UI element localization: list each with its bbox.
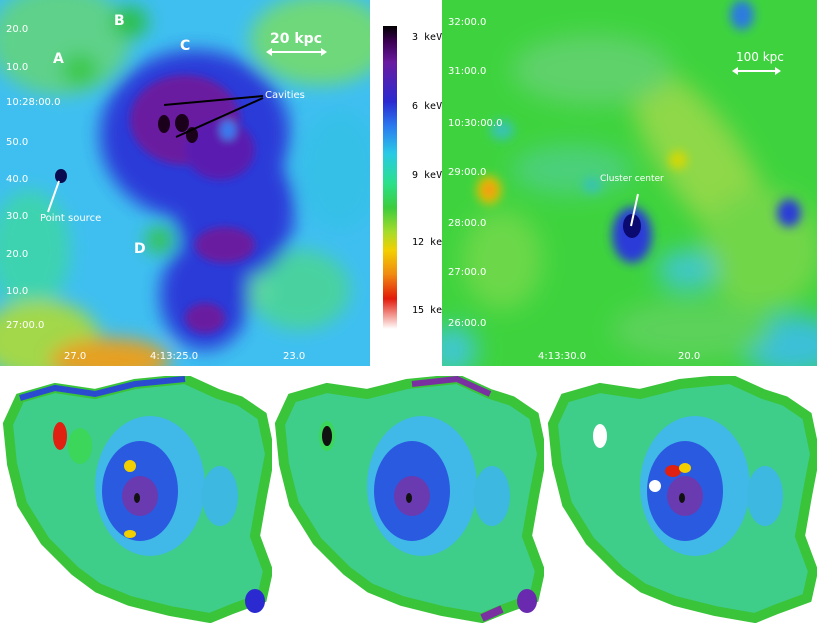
colorbar-label: 15 keV bbox=[412, 305, 449, 316]
y-tick-label: 10:30:00.0 bbox=[448, 118, 503, 129]
y-tick-label: 26:00.0 bbox=[448, 318, 487, 329]
x-tick-label: 20.0 bbox=[678, 351, 701, 362]
x-tick-label: 27.0 bbox=[64, 351, 87, 362]
region-map-3 bbox=[545, 376, 817, 623]
temperature-map-wide: 32:00.0 31:00.0 10:30:00.0 29:00.0 28:00… bbox=[442, 0, 817, 366]
scale-bar-label: 20 kpc bbox=[270, 31, 322, 47]
x-tick-label: 23.0 bbox=[283, 351, 306, 362]
y-tick-label: 50.0 bbox=[6, 137, 29, 148]
temperature-map-wide-image bbox=[442, 0, 817, 366]
y-tick-label: 10:28:00.0 bbox=[6, 97, 61, 108]
temperature-map-core-image bbox=[0, 0, 370, 366]
region-label-c: C bbox=[180, 38, 191, 54]
region-map-3-image bbox=[545, 376, 817, 623]
colorbar-label: 12 keV bbox=[412, 237, 449, 248]
y-tick-label: 28:00.0 bbox=[448, 218, 487, 229]
y-tick-label: 27:00.0 bbox=[6, 320, 45, 331]
region-map-2 bbox=[272, 376, 544, 623]
region-map-2-image bbox=[272, 376, 544, 623]
temperature-colorbar bbox=[383, 26, 397, 329]
region-label-b: B bbox=[114, 13, 125, 29]
x-tick-label: 4:13:30.0 bbox=[538, 351, 587, 362]
y-tick-label: 20.0 bbox=[6, 24, 29, 35]
colorbar-label: 6 keV bbox=[412, 101, 443, 112]
y-tick-label: 10.0 bbox=[6, 62, 29, 73]
colorbar-label: 3 keV bbox=[412, 32, 443, 43]
y-tick-label: 20.0 bbox=[6, 249, 29, 260]
y-tick-label: 40.0 bbox=[6, 174, 29, 185]
y-tick-label: 10.0 bbox=[6, 286, 29, 297]
region-map-1-image bbox=[0, 376, 272, 623]
colorbar-label: 9 keV bbox=[412, 170, 443, 181]
point-source-label: Point source bbox=[40, 213, 102, 224]
scale-bar-label: 100 kpc bbox=[736, 50, 784, 64]
cavities-label: Cavities bbox=[265, 90, 305, 101]
cluster-center-label: Cluster center bbox=[600, 174, 664, 184]
y-tick-label: 31:00.0 bbox=[448, 66, 487, 77]
y-tick-label: 30.0 bbox=[6, 211, 29, 222]
region-label-a: A bbox=[53, 51, 64, 67]
x-tick-label: 4:13:25.0 bbox=[150, 351, 199, 362]
y-tick-label: 29:00.0 bbox=[448, 167, 487, 178]
temperature-map-core: 20.0 10.0 10:28:00.0 50.0 40.0 30.0 20.0… bbox=[0, 0, 370, 366]
region-map-1 bbox=[0, 376, 272, 623]
y-tick-label: 32:00.0 bbox=[448, 17, 487, 28]
y-tick-label: 27:00.0 bbox=[448, 267, 487, 278]
region-label-d: D bbox=[134, 241, 146, 257]
